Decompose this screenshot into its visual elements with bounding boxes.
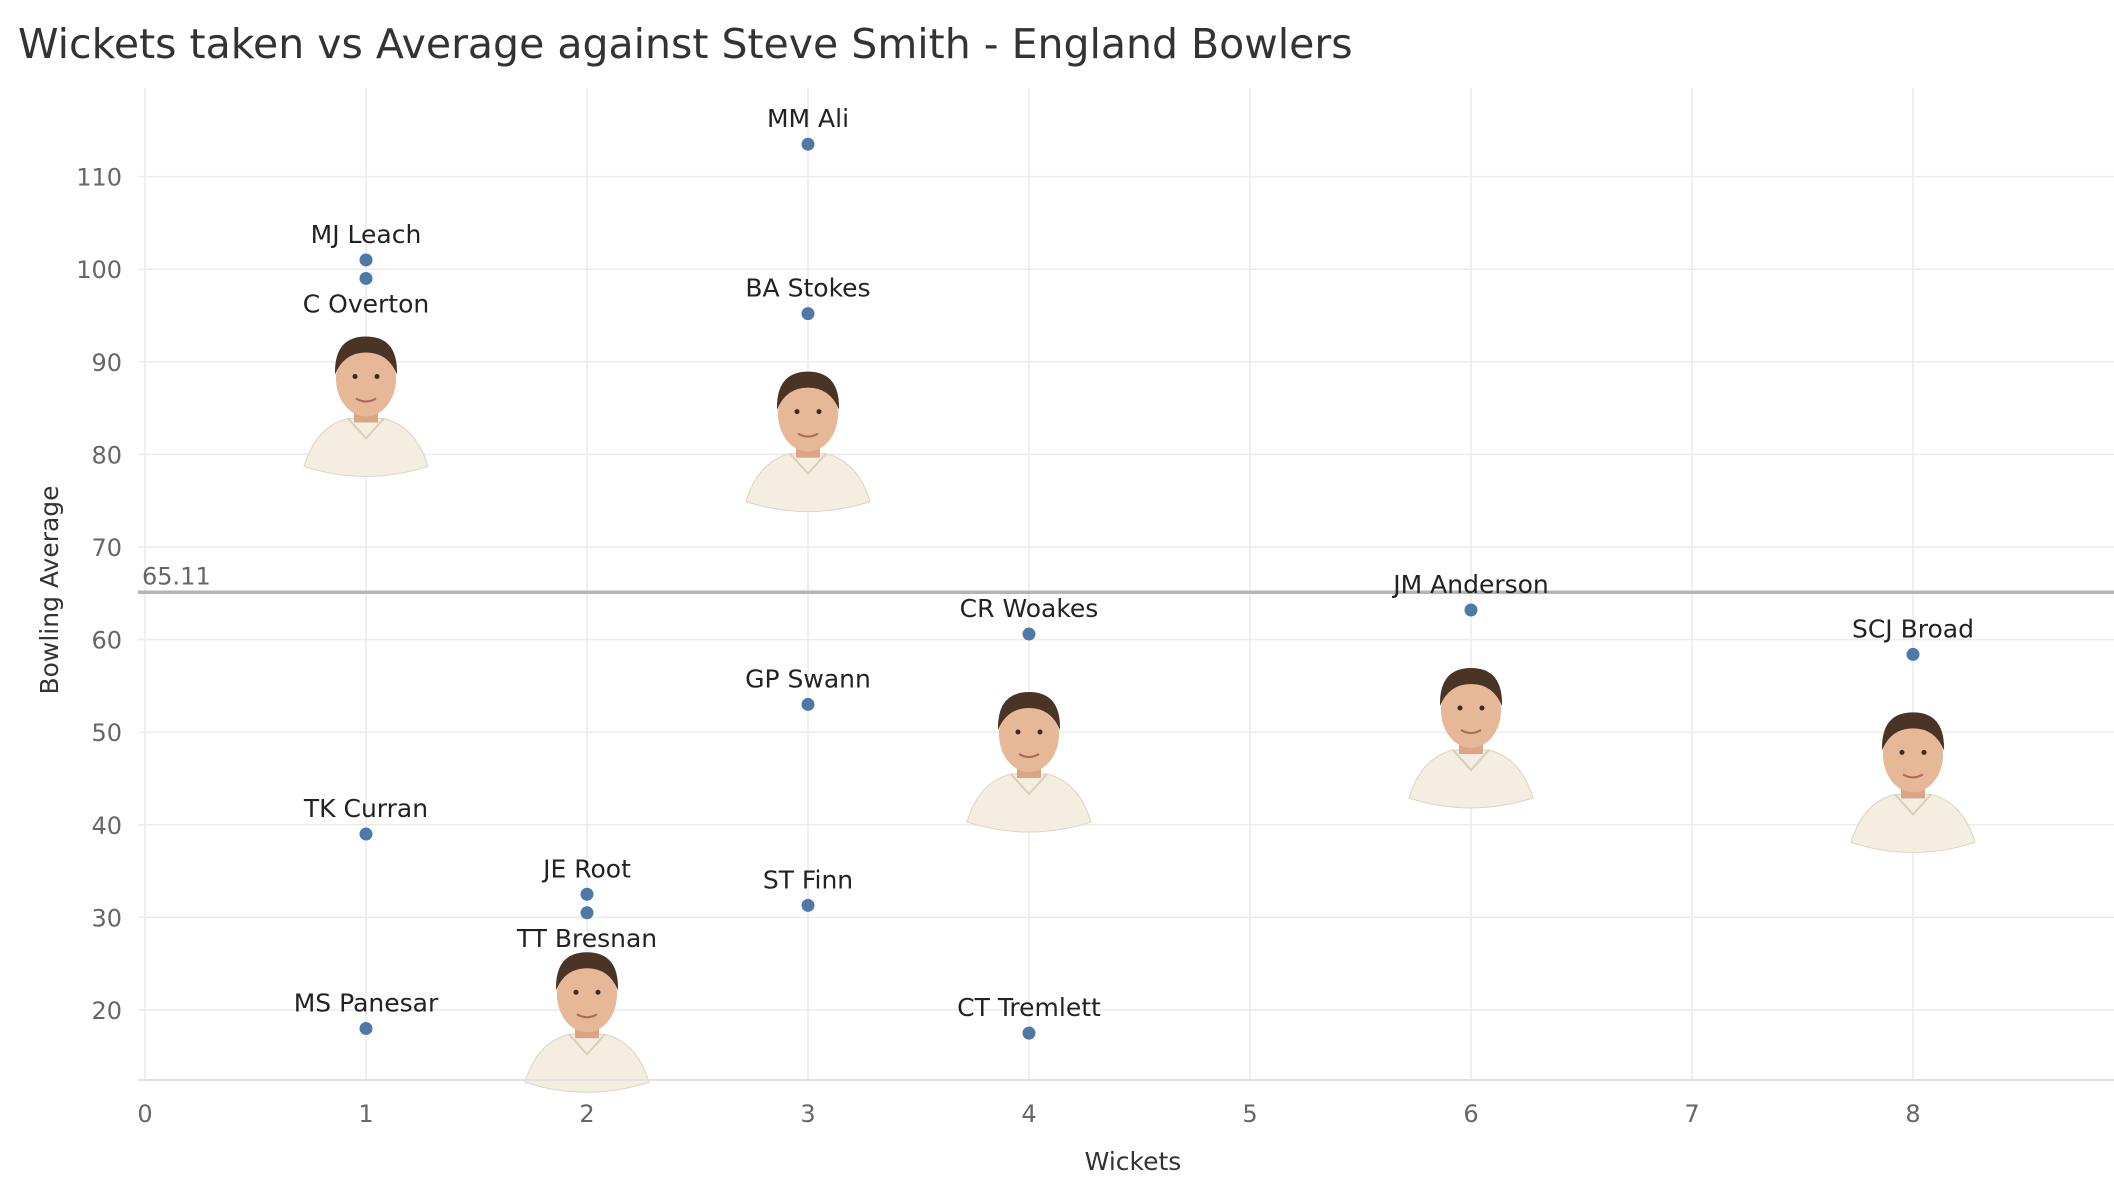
x-tick-label: 8	[1905, 1100, 1920, 1128]
data-point	[801, 137, 815, 151]
x-tick-label: 5	[1242, 1100, 1257, 1128]
y-tick-label: 100	[76, 256, 122, 284]
point-label: GP Swann	[745, 664, 871, 693]
x-tick-label: 4	[1021, 1100, 1036, 1128]
y-tick-label: 30	[91, 904, 122, 932]
data-point	[801, 898, 815, 912]
data-point	[801, 307, 815, 321]
x-tick-label: 3	[800, 1100, 815, 1128]
data-point	[359, 827, 373, 841]
point-label: CT Tremlett	[957, 993, 1101, 1022]
player-photo	[1408, 667, 1534, 809]
data-point	[801, 697, 815, 711]
y-tick-label: 70	[91, 534, 122, 562]
point-label: C Overton	[303, 289, 429, 318]
y-tick-label: 60	[91, 627, 122, 655]
point-label: TK Curran	[303, 794, 428, 823]
data-point	[580, 887, 594, 901]
data-point	[359, 253, 373, 267]
point-label: JM Anderson	[1391, 570, 1549, 599]
data-point	[359, 271, 373, 285]
y-tick-label: 50	[91, 719, 122, 747]
player-photo	[1850, 712, 1976, 853]
point-label: BA Stokes	[745, 274, 870, 303]
point-label: TT Bresnan	[516, 924, 657, 953]
player-photo	[524, 952, 650, 1093]
y-tick-label: 110	[76, 164, 122, 192]
x-tick-label: 0	[137, 1100, 152, 1128]
point-label: ST Finn	[763, 865, 853, 894]
player-photo	[303, 336, 429, 477]
player-photo	[745, 371, 871, 513]
point-label: MM Ali	[767, 104, 849, 133]
x-tick-label: 6	[1463, 1100, 1478, 1128]
data-point	[580, 906, 594, 920]
x-tick-label: 2	[579, 1100, 594, 1128]
point-label: JE Root	[541, 854, 631, 883]
y-tick-label: 40	[91, 812, 122, 840]
chart-title: Wickets taken vs Average against Steve S…	[18, 20, 1353, 68]
player-photo	[966, 692, 1092, 833]
y-tick-label: 90	[91, 349, 122, 377]
y-tick-label: 80	[91, 441, 122, 469]
data-point	[1022, 1026, 1036, 1040]
data-point	[359, 1022, 373, 1036]
reference-line-label: 65.11	[142, 562, 211, 590]
x-tick-label: 7	[1684, 1100, 1699, 1128]
y-tick-label: 20	[91, 997, 122, 1025]
data-point	[1464, 603, 1478, 617]
point-label: SCJ Broad	[1852, 614, 1974, 643]
data-point	[1906, 647, 1920, 661]
x-axis-title: Wickets	[1085, 1147, 1182, 1176]
x-tick-label: 1	[358, 1100, 373, 1128]
data-point	[1022, 627, 1036, 641]
y-axis-title: Bowling Average	[35, 485, 64, 694]
point-label: MJ Leach	[311, 220, 422, 249]
point-label: MS Panesar	[294, 989, 439, 1018]
point-label: CR Woakes	[960, 594, 1099, 623]
